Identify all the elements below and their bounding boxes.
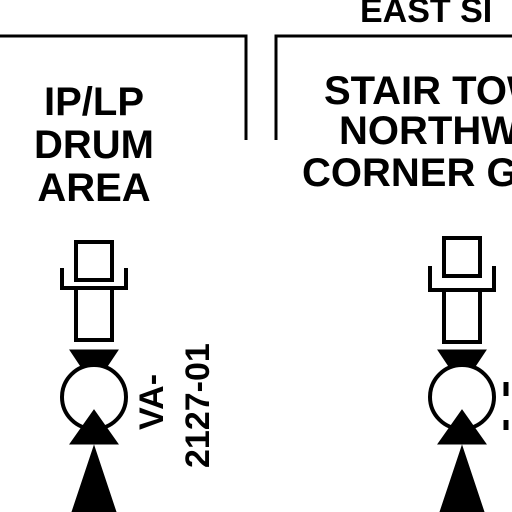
valve-tag-left-line-2: 2127-01 [179, 343, 217, 468]
left-panel-title: IP/LP DRUM AREA [34, 80, 154, 210]
left-title-line-3: AREA [37, 166, 150, 210]
flow-arrow-icon [71, 444, 117, 512]
right-panel-border [274, 34, 512, 140]
flow-arrow-icon [439, 444, 485, 512]
valve-symbol-left [60, 240, 128, 512]
valve-lower-triangle-icon [69, 409, 119, 445]
valve-symbol-right [428, 236, 509, 512]
right-panel-title: STAIR TOW NORTHW CORNER G [302, 69, 512, 195]
left-panel-border [0, 34, 248, 140]
right-title-line-1: STAIR TOW [324, 69, 512, 113]
valve-tag-left-line-1: VA- [133, 374, 171, 430]
right-title-line-3: CORNER G [302, 151, 512, 195]
left-title-line-1: IP/LP [44, 80, 144, 124]
actuator-box-icon [74, 240, 114, 282]
east-side-header: EAST SI [360, 0, 492, 30]
left-title-line-2: DRUM [34, 123, 154, 167]
valve-lower-triangle-icon [437, 409, 487, 445]
valve-stem-icon [74, 286, 114, 342]
valve-tag-left: VA- [133, 374, 171, 430]
valve-stem-icon [442, 288, 482, 344]
right-title-line-2: NORTHW [339, 109, 512, 153]
actuator-box-icon [442, 236, 482, 278]
valve-tag-left-2: 2127-01 [179, 343, 217, 468]
